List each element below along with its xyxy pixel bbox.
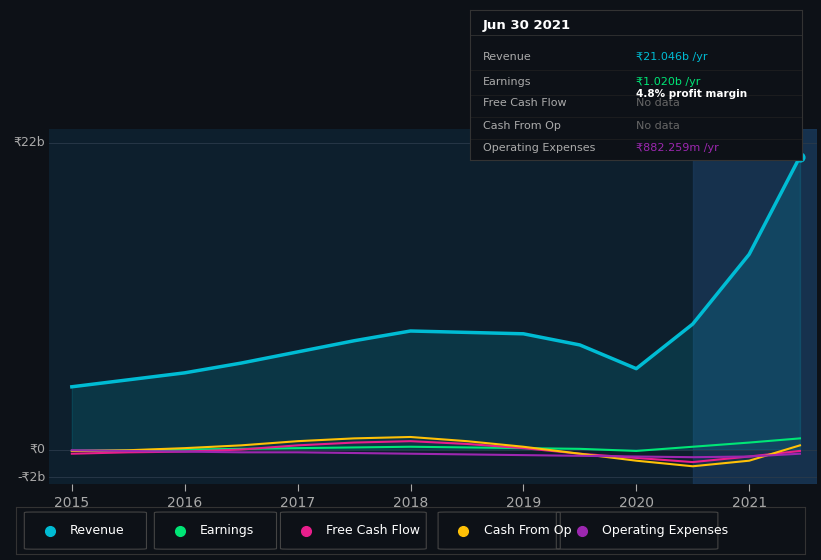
Text: Earnings: Earnings (200, 524, 255, 537)
Text: Free Cash Flow: Free Cash Flow (326, 524, 420, 537)
Text: -₹2b: -₹2b (17, 471, 45, 484)
Text: Jun 30 2021: Jun 30 2021 (483, 18, 571, 31)
Text: No data: No data (635, 99, 680, 108)
Bar (693, 129, 817, 484)
Text: Earnings: Earnings (483, 77, 531, 87)
Text: No data: No data (635, 121, 680, 131)
Text: Cash From Op: Cash From Op (484, 524, 571, 537)
Text: Revenue: Revenue (483, 52, 532, 62)
Text: ₹1.020b /yr: ₹1.020b /yr (635, 77, 700, 87)
Point (793, 152, 806, 161)
Text: Free Cash Flow: Free Cash Flow (483, 99, 566, 108)
Text: Operating Expenses: Operating Expenses (602, 524, 728, 537)
Text: ₹21.046b /yr: ₹21.046b /yr (635, 52, 708, 62)
Text: Cash From Op: Cash From Op (483, 121, 561, 131)
Text: ₹22b: ₹22b (13, 136, 45, 150)
Text: Operating Expenses: Operating Expenses (483, 143, 595, 153)
Text: ₹882.259m /yr: ₹882.259m /yr (635, 143, 718, 153)
Text: ₹0: ₹0 (30, 443, 45, 456)
Text: Revenue: Revenue (70, 524, 125, 537)
Text: 4.8% profit margin: 4.8% profit margin (635, 89, 747, 99)
